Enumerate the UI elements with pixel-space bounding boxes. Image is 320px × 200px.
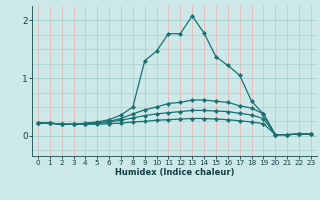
X-axis label: Humidex (Indice chaleur): Humidex (Indice chaleur) (115, 168, 234, 177)
